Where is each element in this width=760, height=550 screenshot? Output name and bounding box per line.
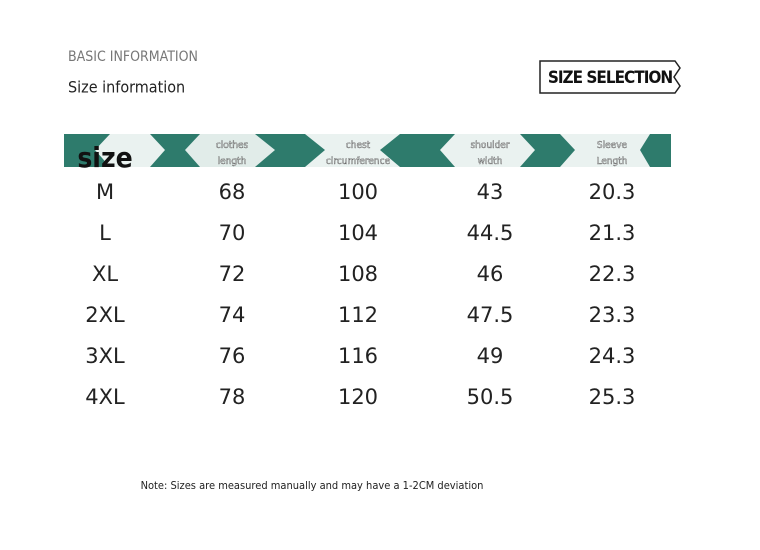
cell: 22.3 — [589, 262, 636, 286]
cell: 50.5 — [467, 385, 514, 409]
cell: 43 — [477, 180, 504, 204]
cell: 46 — [477, 262, 504, 286]
badge-frame — [539, 60, 681, 94]
cell: XL — [92, 262, 118, 286]
cell: M — [96, 180, 114, 204]
cell: 74 — [219, 303, 246, 327]
cell: L — [99, 221, 111, 245]
column-header: shoulder — [470, 140, 509, 151]
cell: 120 — [338, 385, 378, 409]
cell: 76 — [219, 344, 246, 368]
cell: 70 — [219, 221, 246, 245]
column-header: width — [478, 156, 503, 167]
cell: 116 — [338, 344, 378, 368]
cell: 47.5 — [467, 303, 514, 327]
column-header: size — [77, 141, 132, 174]
band-diamonds — [95, 134, 650, 167]
cell: 3XL — [85, 344, 125, 368]
cell: 24.3 — [589, 344, 636, 368]
cell: 78 — [219, 385, 246, 409]
cell: 108 — [338, 262, 378, 286]
cell: 104 — [338, 221, 378, 245]
cell: 68 — [219, 180, 246, 204]
kicker: BASIC INFORMATION — [68, 49, 198, 65]
cell: 20.3 — [589, 180, 636, 204]
cell: 49 — [477, 344, 504, 368]
column-header: circumference — [326, 156, 391, 167]
column-header: chest — [346, 140, 371, 151]
badge: SIZE SELECTION — [548, 68, 673, 88]
column-header: Length — [596, 156, 627, 167]
title: Size information — [68, 78, 185, 97]
cell: 21.3 — [589, 221, 636, 245]
cell: 72 — [219, 262, 246, 286]
cell: 25.3 — [589, 385, 636, 409]
column-header: clothes — [216, 140, 249, 151]
column-header: length — [218, 156, 247, 167]
cell: 23.3 — [589, 303, 636, 327]
note: Note: Sizes are measured manually and ma… — [141, 479, 484, 492]
cell: 100 — [338, 180, 378, 204]
cell: 44.5 — [467, 221, 514, 245]
cell: 112 — [338, 303, 378, 327]
cell: 2XL — [85, 303, 125, 327]
cell: 4XL — [85, 385, 125, 409]
column-header: Sleeve — [597, 140, 628, 151]
